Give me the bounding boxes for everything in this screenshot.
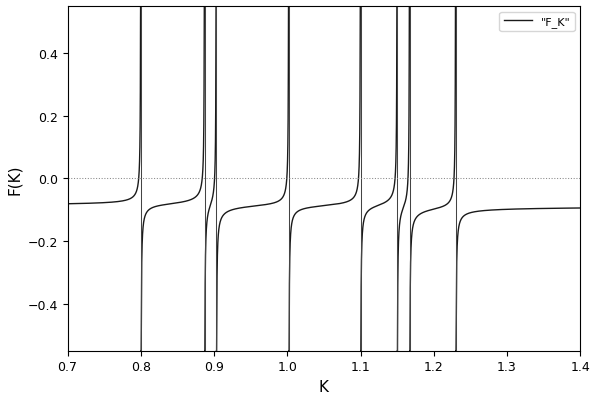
Legend: "F_K": "F_K" [499,12,575,32]
Y-axis label: F(K): F(K) [7,164,22,194]
X-axis label: K: K [319,379,329,394]
